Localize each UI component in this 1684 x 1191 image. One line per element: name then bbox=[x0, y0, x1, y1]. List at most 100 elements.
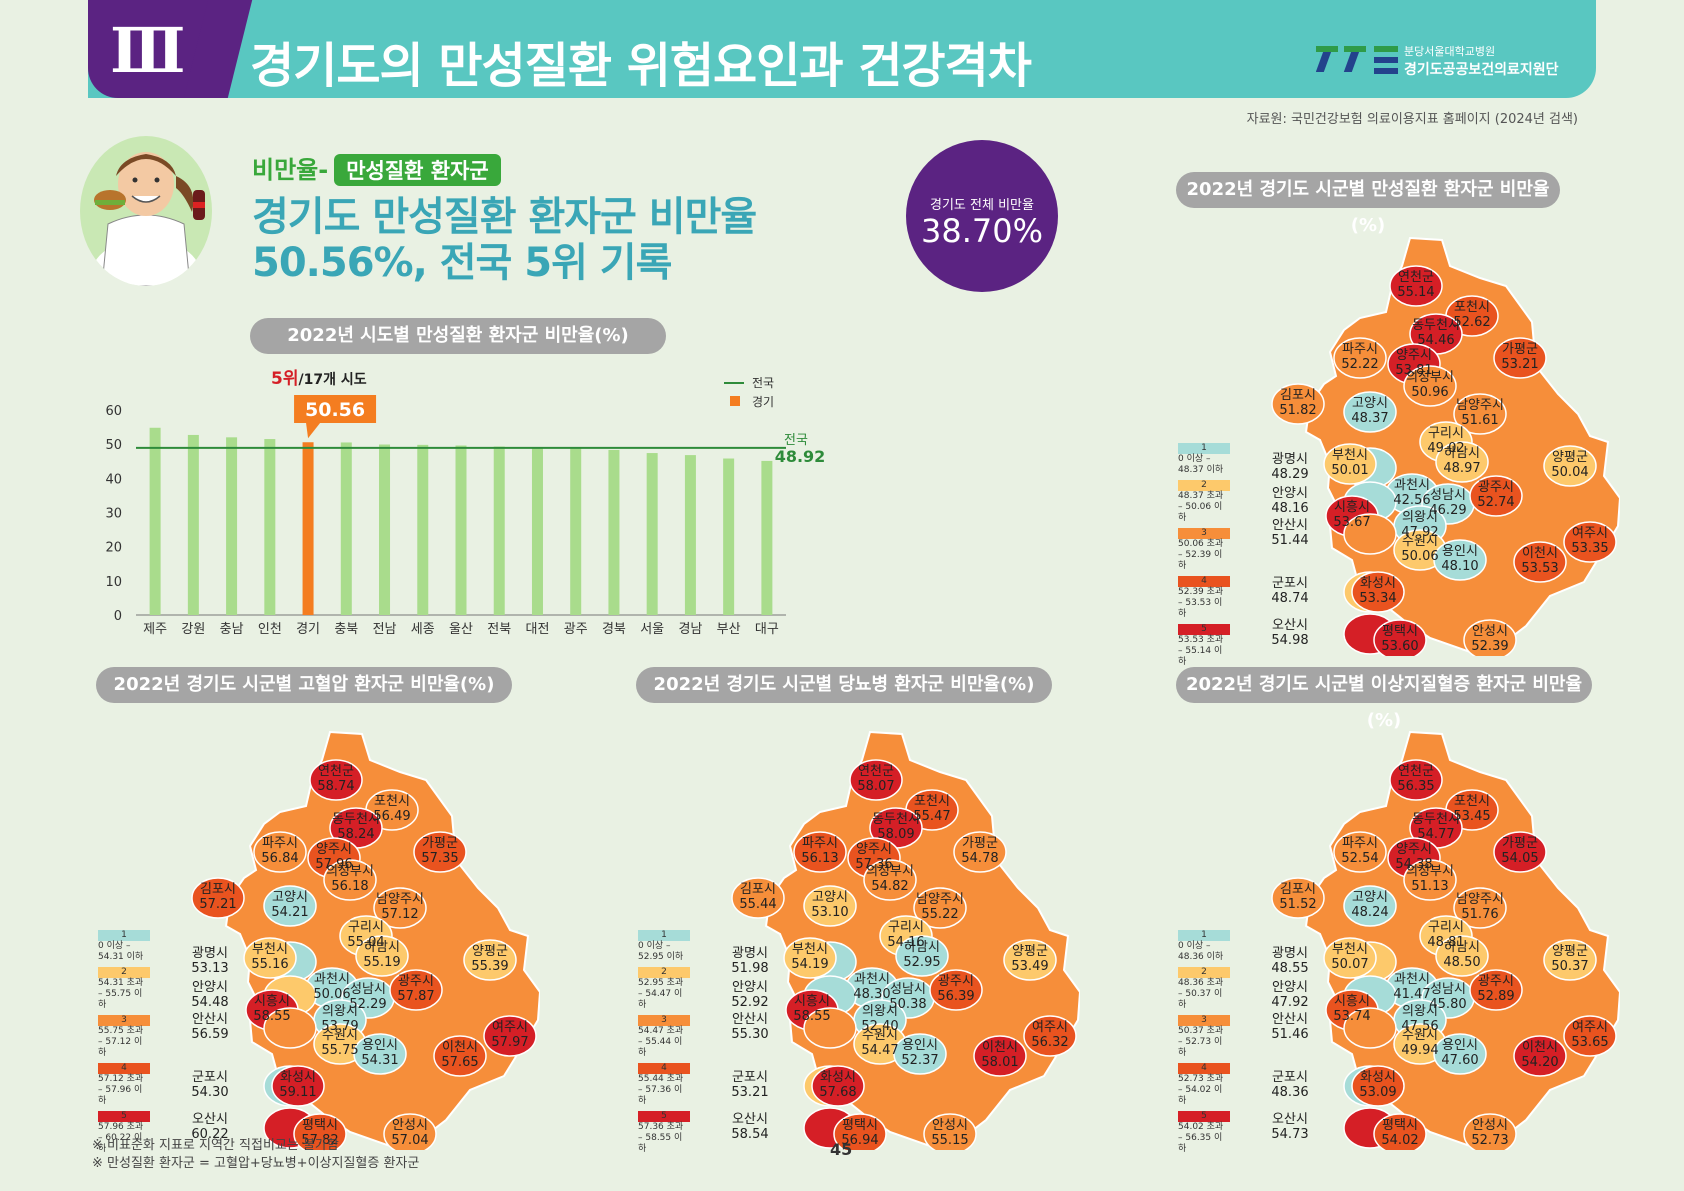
legend-range: 0 이상 – 52.95 이하 bbox=[638, 941, 684, 962]
region-label: 하남시 48.50 bbox=[1432, 940, 1492, 970]
region-name: 연천군 bbox=[1398, 764, 1434, 779]
region-label: 성남시 46.29 bbox=[1418, 488, 1478, 518]
region-value: 52.62 bbox=[1453, 315, 1491, 330]
region-label: 포천시 56.49 bbox=[362, 794, 422, 824]
region-value: 48.36 bbox=[1271, 1085, 1309, 1100]
region-label: 화성시 53.09 bbox=[1348, 1070, 1408, 1100]
region-label: 고양시 48.37 bbox=[1340, 396, 1400, 426]
region-label: 가평군 57.35 bbox=[410, 836, 470, 866]
region-value: 47.56 bbox=[1401, 1019, 1439, 1034]
region-name: 화성시 bbox=[1360, 576, 1396, 591]
region-value: 57.65 bbox=[441, 1055, 479, 1070]
legend-swatch: 3 bbox=[638, 1015, 690, 1026]
region-name: 용인시 bbox=[902, 1038, 938, 1053]
region-label: 이천시 57.65 bbox=[430, 1040, 490, 1070]
region-남양주시 bbox=[373, 887, 427, 929]
region-화성시 bbox=[271, 1065, 325, 1107]
region-name: 여주시 bbox=[1572, 526, 1608, 541]
region-name: 안산시 bbox=[1272, 1012, 1308, 1027]
region-name: 부천시 bbox=[1332, 448, 1368, 463]
region-name: 안산시 bbox=[732, 1012, 768, 1027]
region-label: 광명시 51.98 bbox=[720, 946, 780, 976]
region-label: 과천시 50.06 bbox=[302, 972, 362, 1002]
region-label: 안양시 48.16 bbox=[1260, 486, 1320, 516]
region-label: 가평군 53.21 bbox=[1490, 342, 1550, 372]
region-value: 56.32 bbox=[1031, 1035, 1069, 1050]
gyeonggi-map-shape bbox=[1271, 730, 1622, 1155]
region-label: 동두천시 58.09 bbox=[866, 812, 926, 842]
region-label: 안산시 56.59 bbox=[180, 1012, 240, 1042]
region-name: 평택시 bbox=[302, 1118, 338, 1133]
region-name: 연천군 bbox=[318, 764, 354, 779]
region-안산시 bbox=[263, 1007, 317, 1049]
region-name: 안성시 bbox=[1472, 624, 1508, 639]
region-value: 51.61 bbox=[1461, 413, 1499, 428]
legend-swatch: 5 bbox=[1178, 1111, 1230, 1122]
legend-item: 3 50.37 초과 – 52.73 이하 bbox=[1178, 1015, 1230, 1059]
bar-경기 bbox=[302, 442, 314, 615]
x-tick-label: 울산 bbox=[449, 622, 473, 637]
region-value: 54.77 bbox=[1417, 827, 1455, 842]
region-화성시 bbox=[811, 1065, 865, 1107]
region-name: 시흥시 bbox=[254, 994, 290, 1009]
region-label: 용인시 54.31 bbox=[350, 1038, 410, 1068]
region-value: 50.96 bbox=[1411, 385, 1449, 400]
region-name: 시흥시 bbox=[1334, 994, 1370, 1009]
legend-range: 57.36 초과 – 58.55 이하 bbox=[638, 1122, 684, 1154]
region-label: 성남시 50.38 bbox=[878, 982, 938, 1012]
x-tick-label: 강원 bbox=[181, 622, 205, 637]
region-name: 안양시 bbox=[1272, 486, 1308, 501]
legend-swatch: 4 bbox=[638, 1063, 690, 1074]
region-name: 광주시 bbox=[1478, 480, 1514, 495]
region-김포시 bbox=[1271, 877, 1325, 919]
region-label: 군포시 48.36 bbox=[1260, 1070, 1320, 1100]
region-label: 여주시 56.32 bbox=[1020, 1020, 1080, 1050]
region-label: 평택시 56.94 bbox=[830, 1118, 890, 1148]
bar-충남 bbox=[226, 437, 238, 615]
region-가평군 bbox=[953, 831, 1007, 873]
region-name: 연천군 bbox=[858, 764, 894, 779]
region-label: 광명시 53.13 bbox=[180, 946, 240, 976]
region-label: 평택시 53.60 bbox=[1370, 624, 1430, 654]
region-value: 49.94 bbox=[1401, 1043, 1439, 1058]
region-label: 광명시 48.55 bbox=[1260, 946, 1320, 976]
region-name: 군포시 bbox=[192, 1070, 228, 1085]
region-value: 57.35 bbox=[421, 851, 459, 866]
bar-충북 bbox=[340, 442, 352, 615]
region-name: 용인시 bbox=[1442, 544, 1478, 559]
region-의정부시 bbox=[1403, 365, 1457, 407]
region-value: 50.06 bbox=[1401, 549, 1439, 564]
region-name: 의왕시 bbox=[1402, 1004, 1438, 1019]
x-tick-label: 서울 bbox=[640, 622, 664, 637]
region-value: 47.92 bbox=[1271, 995, 1309, 1010]
legend-range: 0 이상 – 48.36 이하 bbox=[1178, 941, 1224, 962]
region-value: 50.06 bbox=[313, 987, 351, 1002]
legend-item: 3 54.47 초과 – 55.44 이하 bbox=[638, 1015, 690, 1059]
region-value: 53.34 bbox=[1359, 591, 1397, 606]
y-tick-label: 40 bbox=[105, 472, 122, 487]
region-value: 56.59 bbox=[191, 1027, 229, 1042]
svg-text:50.56: 50.56 bbox=[305, 399, 365, 421]
region-광주시 bbox=[929, 969, 983, 1011]
region-name: 군포시 bbox=[1272, 1070, 1308, 1085]
region-김포시 bbox=[1271, 383, 1325, 425]
region-value: 53.21 bbox=[1501, 357, 1539, 372]
region-label: 김포시 57.21 bbox=[188, 882, 248, 912]
region-name: 하남시 bbox=[1444, 940, 1480, 955]
region-name: 과천시 bbox=[854, 972, 890, 987]
region-label: 남양주시 55.22 bbox=[910, 892, 970, 922]
region-name: 동두천시 bbox=[1412, 318, 1460, 333]
gyeonggi-map-shape bbox=[731, 730, 1082, 1155]
region-label: 광주시 57.87 bbox=[386, 974, 446, 1004]
map-3: 연천군 56.35 포천시 53.45 동두천시 54.77 파주시 52.54 양주시 54.3… bbox=[1180, 720, 1622, 1155]
region-value: 57.87 bbox=[397, 989, 435, 1004]
legend-swatch: 2 bbox=[1178, 480, 1230, 491]
region-value: 53.67 bbox=[1333, 515, 1371, 530]
region-name: 포천시 bbox=[1454, 300, 1490, 315]
region-label: 화성시 57.68 bbox=[808, 1070, 868, 1100]
region-name: 화성시 bbox=[820, 1070, 856, 1085]
region-label: 김포시 55.44 bbox=[728, 882, 788, 912]
region-name: 오산시 bbox=[192, 1112, 228, 1127]
